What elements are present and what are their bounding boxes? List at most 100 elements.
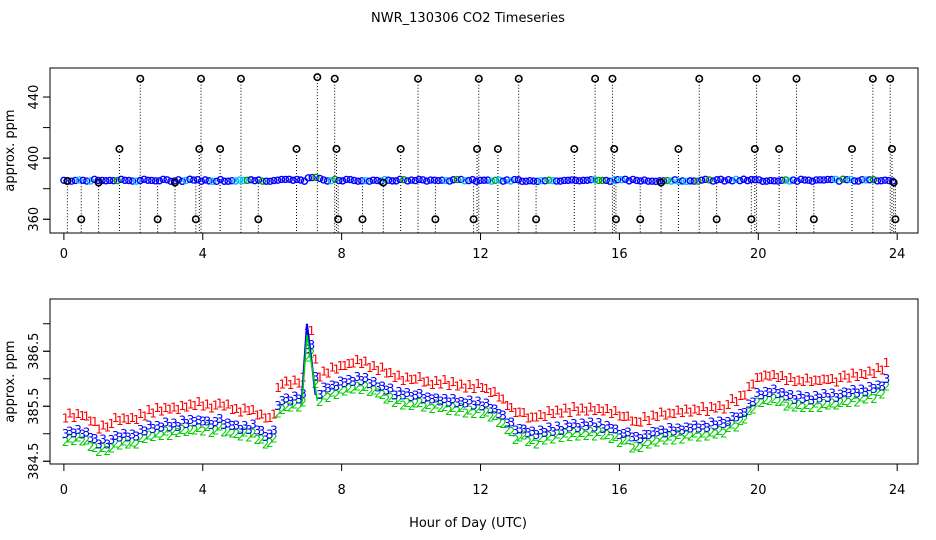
series-1-point: 1 [470,382,478,396]
series-1-point: 1 [91,415,99,429]
x-tick-label: 24 [889,247,906,262]
series-1-point: 1 [191,399,199,413]
series-2-point: 2 [328,386,336,400]
series-1-point: 1 [845,371,853,385]
series-1-point: 1 [503,399,511,413]
spike-point [153,215,162,224]
baseline-point [552,177,561,185]
baseline-point [426,176,435,184]
series-2-point: 2 [662,433,670,447]
series-1-point: 1 [862,368,870,382]
series-1-point: 1 [770,368,778,382]
series-2-point: 2 [458,401,466,415]
y-axis-label: approx. ppm [3,109,18,191]
series-1-point: 1 [237,405,245,419]
series-2-point: 2 [412,397,420,411]
spike-point [236,74,245,83]
series-2-point: 2 [270,431,278,445]
series-2-point: 2 [778,394,786,408]
series-3-point: 3 [278,394,286,408]
series-3-point: 3 [374,381,382,395]
series-3-point: 3 [845,386,853,400]
series-3-point: 3 [95,438,103,452]
series-3-point: 3 [528,424,536,438]
series-3-point: 3 [416,387,424,401]
series-1-point: 1 [87,414,95,428]
series-2-point: 2 [149,430,157,444]
series-3-point: 3 [862,386,870,400]
series-1-point: 1 [683,403,691,417]
series-1-point: 1 [108,417,116,431]
series-1-point: 1 [424,374,432,388]
series-2-point: 2 [353,379,361,393]
baseline-point [499,177,507,185]
series-3-point: 3 [870,382,878,396]
series-2-point: 2 [641,435,649,449]
series-2-point: 2 [95,445,103,459]
series-2-point: 2 [833,399,841,413]
series-1-point: 1 [658,405,666,419]
baseline-point [633,176,641,185]
series-3-point: 3 [258,424,266,438]
series-2-point: 2 [741,412,749,426]
series-1-point: 1 [274,381,282,395]
series-3-point: 3 [170,416,178,430]
series-3-point: 3 [658,423,666,437]
spike-line [300,334,319,407]
baseline-point [866,176,874,184]
baseline-point [694,177,702,185]
series-3-point: 3 [358,374,366,388]
spike-point [254,215,263,224]
series-1-point: 1 [141,409,149,423]
series-3-point: 3 [383,384,391,398]
baseline-point [759,177,767,185]
series-2-point: 2 [645,437,653,451]
baseline-point [125,176,133,185]
series-1-point: 1 [762,369,770,383]
series-1-point: 1 [358,357,366,371]
spike-point [611,215,620,224]
series-1-point: 1 [508,401,516,415]
series-2-point: 2 [124,438,132,452]
series-1-point: 1 [566,406,574,420]
series-3-point: 3 [83,426,91,440]
series-3-point: 3 [216,412,224,426]
series-1-point: 1 [349,356,357,370]
series-3-point: 3 [858,383,866,397]
baseline-point [182,176,190,185]
series-3-point: 3 [245,423,253,437]
series-2-point: 2 [703,429,711,443]
baseline-point [163,176,171,184]
baseline-point [228,177,236,185]
baseline-point [793,177,801,185]
series-3-point: 3 [112,429,120,443]
series-3-point: 3 [512,424,520,438]
series-3-point: 3 [345,373,353,387]
baseline-point [736,176,744,185]
series-2-point: 2 [762,393,770,407]
series-1-point: 1 [803,372,811,386]
series-3-point: 3 [820,387,828,401]
series-1-point: 1 [853,370,861,384]
series-3-point: 3 [303,342,311,356]
baseline-point [419,176,427,184]
series-2-point: 2 [837,396,845,410]
spike-point [570,144,579,153]
series-2-point: 2 [808,401,816,415]
series-3-point: 3 [116,430,124,444]
spike-point [313,73,322,82]
series-3-point: 3 [791,393,799,407]
series-3-point: 3 [420,392,428,406]
baseline-point [526,177,534,185]
baseline-point [560,176,568,185]
series-3-point: 3 [191,415,199,429]
series-1-point: 1 [83,410,91,424]
series-2-point: 2 [199,425,207,439]
series-2-point: 2 [578,426,586,440]
series-3-point: 3 [199,415,207,429]
series-3-point: 3 [841,385,849,399]
series-3-point: 3 [295,392,303,406]
baseline-point [774,177,782,185]
series-1-point: 1 [753,371,761,385]
spike-point [191,215,200,224]
